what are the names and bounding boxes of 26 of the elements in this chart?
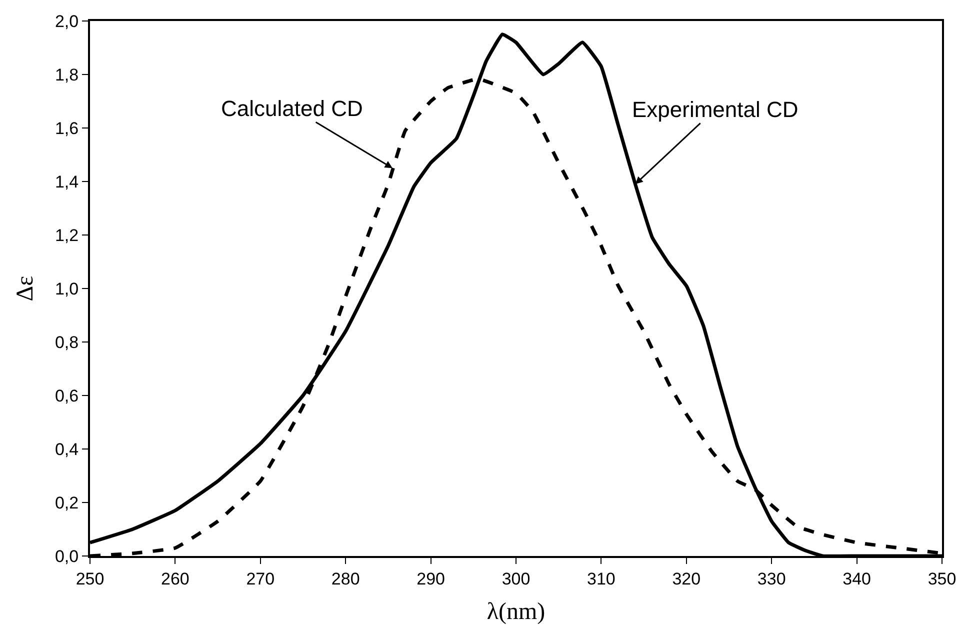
x-tick-label: 350 — [928, 569, 956, 588]
annotation: Calculated CD — [221, 96, 363, 121]
y-tick-label: 1,8 — [54, 65, 79, 84]
y-axis-title: Δε — [12, 276, 39, 302]
x-tick-label: 280 — [331, 569, 360, 588]
y-tick-label: 1,0 — [54, 279, 79, 298]
x-tick-label: 270 — [246, 569, 275, 588]
y-tick-label: 2,0 — [54, 12, 79, 31]
y-tick-label: 1,6 — [54, 118, 79, 138]
y-tick-label: 0,2 — [54, 493, 79, 512]
x-tick-label: 300 — [502, 569, 530, 588]
y-tick-label: 0,8 — [54, 332, 79, 352]
x-tick-label: 340 — [842, 569, 871, 588]
y-tick-label: 1,2 — [54, 226, 79, 245]
y-tick-label: 1,4 — [54, 172, 79, 192]
x-axis-title: λ(nm) — [486, 599, 546, 626]
x-tick-label: 330 — [757, 569, 786, 588]
x-tick-label: 290 — [416, 569, 445, 588]
y-tick-label: 0,4 — [54, 440, 79, 459]
x-tick-label: 260 — [161, 569, 190, 588]
x-tick-label: 310 — [587, 569, 616, 588]
y-tick-label: 0,0 — [54, 546, 79, 566]
x-tick-label: 320 — [672, 569, 701, 588]
x-tick-label: 250 — [76, 569, 104, 588]
y-tick-label: 0,6 — [54, 386, 79, 406]
annotation: Experimental CD — [632, 97, 798, 122]
